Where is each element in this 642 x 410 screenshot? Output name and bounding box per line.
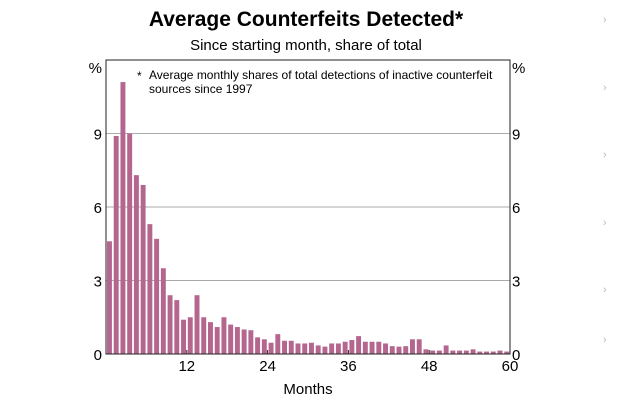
bar [362, 341, 368, 354]
x-tick-label: 36 [340, 358, 357, 375]
chevron-right-icon[interactable]: › [603, 149, 607, 161]
bar [208, 322, 213, 354]
bar [167, 295, 173, 354]
y-tick-label-left: 3 [94, 274, 102, 291]
bar [147, 224, 153, 354]
bar [504, 351, 510, 354]
bar [356, 336, 362, 354]
bar [315, 345, 321, 354]
bar [160, 268, 166, 354]
bar [342, 341, 348, 354]
bar [302, 343, 308, 354]
bar [268, 342, 274, 354]
y-tick-label-left: 9 [94, 127, 102, 144]
bar [140, 184, 146, 354]
y-tick-label-right: 6 [512, 200, 520, 217]
bar [335, 343, 341, 354]
bar [228, 324, 234, 354]
bar [490, 351, 496, 354]
bar [248, 330, 254, 354]
footnote-text: Average monthly shares of total detectio… [149, 68, 493, 82]
y-tick-label-left: 0 [94, 347, 102, 364]
bar [214, 327, 220, 354]
x-tick-label: 12 [178, 358, 195, 375]
bar [329, 343, 335, 354]
y-tick-label-right: 9 [512, 127, 520, 144]
bar [423, 349, 429, 354]
bar [430, 350, 436, 354]
chevron-right-icon[interactable]: › [603, 334, 607, 346]
chart-subtitle: Since starting month, share of total [190, 37, 422, 54]
bar [376, 341, 382, 354]
bar [154, 238, 160, 354]
bar [416, 339, 422, 354]
bar [484, 351, 489, 354]
bar [288, 340, 294, 354]
y-axis-unit-right: % [512, 60, 525, 77]
bar [497, 350, 503, 354]
bar [383, 343, 388, 354]
bar [403, 346, 409, 354]
bar [234, 327, 240, 354]
bar [389, 346, 395, 354]
bar [470, 349, 476, 354]
bar [120, 82, 126, 355]
chevron-right-icon[interactable]: › [603, 14, 607, 26]
bar [221, 317, 227, 354]
bar [275, 334, 281, 354]
bar [107, 241, 112, 354]
bar [181, 319, 186, 354]
bar [255, 337, 261, 354]
bar [127, 133, 133, 354]
plot-frame [105, 59, 511, 355]
bar [194, 295, 200, 354]
chart-title: Average Counterfeits Detected* [148, 8, 464, 31]
x-tick-label: 60 [502, 358, 519, 375]
footnote-text: sources since 1997 [149, 82, 253, 96]
bar [133, 175, 139, 354]
x-axis-label: Months [283, 381, 332, 398]
bar [349, 340, 355, 354]
bar [463, 350, 469, 354]
bar [187, 317, 193, 354]
bar [443, 345, 449, 354]
bar [113, 135, 119, 354]
bar [410, 339, 415, 354]
chevron-right-icon[interactable]: › [603, 284, 607, 296]
bar [457, 350, 463, 354]
bar [295, 343, 301, 354]
x-tick-label: 48 [421, 358, 438, 375]
bar [282, 340, 287, 354]
bar [322, 346, 328, 354]
y-axis-unit-left: % [89, 60, 102, 77]
footnote-marker: * [137, 69, 142, 83]
chevron-right-icon[interactable]: › [603, 82, 607, 94]
bar [241, 329, 247, 354]
bar [309, 342, 314, 354]
bar [174, 300, 180, 354]
chevron-right-icon[interactable]: › [603, 217, 607, 229]
y-tick-label-left: 6 [94, 200, 102, 217]
y-tick-label-right: 3 [512, 274, 520, 291]
y-tick-label-right: 0 [512, 347, 520, 364]
bar [369, 341, 375, 354]
bar [477, 351, 483, 354]
bar [261, 339, 267, 354]
bar [201, 317, 207, 354]
bar [436, 350, 442, 354]
bar [450, 350, 456, 354]
bar [396, 346, 402, 354]
x-tick-label: 24 [259, 358, 276, 375]
